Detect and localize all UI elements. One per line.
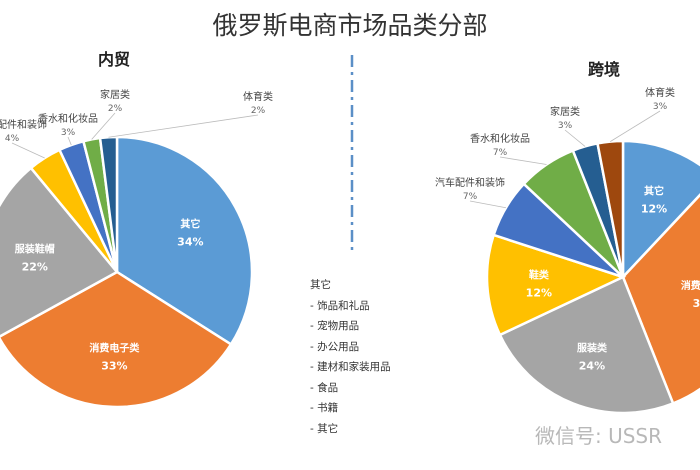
- slice-value: 22%: [22, 260, 48, 273]
- domestic-pie-title: 内贸: [98, 50, 131, 69]
- slice-label: 家居类: [100, 88, 130, 101]
- slice-label: 消费电子类: [89, 342, 139, 355]
- slice-label: 汽车配件和装饰: [0, 118, 47, 131]
- slice-label: 服装类: [577, 341, 607, 354]
- slice-value: 33%: [101, 360, 127, 373]
- slice-value: 24%: [579, 359, 605, 372]
- pie-slice: [485, 233, 627, 337]
- pie-slice: [0, 166, 119, 338]
- watermark: 微信号: USSR: [535, 424, 663, 448]
- crossborder-pie-title: 跨境: [588, 60, 621, 79]
- slice-label: 香水和化妆品: [470, 132, 530, 145]
- slice-label: 鞋类: [529, 268, 549, 281]
- note-item: - 办公用品: [310, 340, 360, 353]
- leader-line: [11, 142, 45, 159]
- slice-value: 12%: [641, 203, 667, 216]
- leader-line: [91, 112, 116, 140]
- pie-slice: [621, 139, 700, 281]
- slice-value: 32%: [693, 297, 700, 310]
- leader-line: [108, 114, 259, 138]
- slice-label: 其它: [180, 218, 200, 231]
- pie-slice: [498, 275, 675, 415]
- pie-1: [469, 110, 700, 415]
- slice-label: 家居类: [550, 105, 580, 118]
- slice-value: 34%: [177, 236, 203, 249]
- slice-label: 体育类: [645, 86, 675, 99]
- leader-line: [564, 129, 586, 147]
- note-heading: 其它: [310, 279, 331, 291]
- leader-line: [609, 110, 661, 142]
- note-item: - 饰品和礼品: [310, 299, 370, 312]
- leader-line: [469, 200, 507, 209]
- leader-line: [67, 136, 72, 146]
- slice-label: 香水和化妆品: [38, 112, 98, 125]
- leader-line: [499, 156, 547, 165]
- slice-label: 其它: [644, 185, 664, 198]
- slice-value: 7%: [463, 192, 478, 202]
- slice-value: 4%: [5, 134, 20, 144]
- pie-slice: [621, 193, 700, 406]
- pie-slice: [98, 135, 119, 273]
- pie-slice: [596, 139, 625, 278]
- slice-value: 3%: [61, 128, 76, 138]
- slice-label: 消费电子类: [681, 279, 700, 292]
- note-item: - 书籍: [310, 402, 339, 414]
- slice-value: 3%: [558, 121, 573, 131]
- other-category-note: 其它 - 饰品和礼品 - 宠物用品 - 办公用品 - 建材和家装用品 - 食品 …: [310, 275, 391, 439]
- slice-label: 体育类: [243, 90, 273, 103]
- slice-label: 汽车配件和装饰: [435, 176, 505, 189]
- slice-value: 3%: [653, 102, 668, 112]
- page-title: 俄罗斯电商市场品类分部: [212, 11, 488, 40]
- slice-value: 2%: [251, 106, 266, 116]
- slice-value: 2%: [108, 104, 123, 114]
- note-item: - 建材和家装用品: [310, 361, 391, 373]
- slice-value: 12%: [526, 286, 552, 299]
- pie-0: [0, 112, 259, 409]
- note-item: - 宠物用品: [310, 320, 360, 332]
- slice-value: 7%: [493, 148, 508, 158]
- slice-label: 服装鞋帽: [15, 242, 55, 255]
- note-item: - 食品: [310, 381, 339, 394]
- note-item: - 其它: [310, 422, 339, 435]
